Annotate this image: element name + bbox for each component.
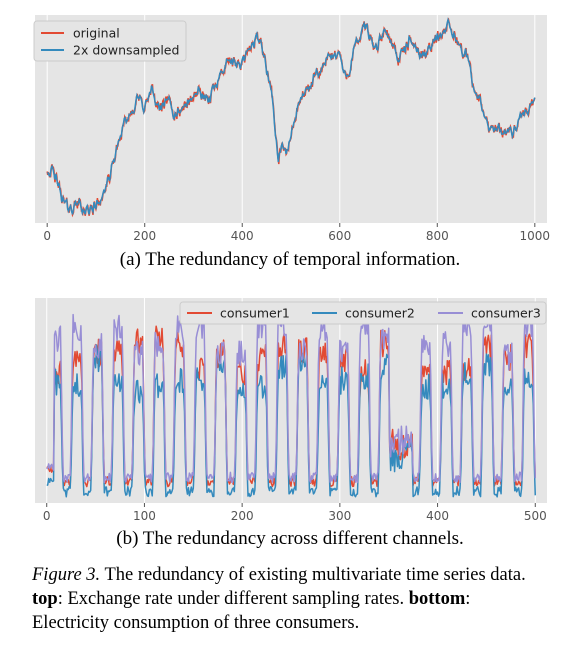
legend-entry-consumer3: consumer3	[471, 306, 541, 321]
bottom-tick-label-100: 100	[133, 509, 156, 523]
caption-text-1: The redundancy of existing multivariate …	[100, 565, 526, 585]
chart-bottom-legend: consumer1 consumer2 consumer3	[180, 302, 546, 324]
top-tick-label-800: 800	[426, 229, 449, 243]
legend-entry-consumer2: consumer2	[345, 306, 415, 321]
top-tick-label-200: 200	[133, 229, 156, 243]
subcaption-a: (a) The redundancy of temporal informati…	[0, 249, 580, 271]
bottom-tick-label-500: 500	[524, 509, 547, 523]
legend-entry-downsampled: 2x downsampled	[73, 43, 179, 58]
chart-top: 0 200 400 600 800 1000 original 2x downsample…	[0, 0, 580, 250]
bottom-tick-label-400: 400	[426, 509, 449, 523]
top-tick-label-600: 600	[328, 229, 351, 243]
caption-top-bold: top	[32, 589, 58, 609]
bottom-tick-label-300: 300	[328, 509, 351, 523]
caption-text-2: : Exchange rate under different sampling…	[58, 589, 409, 609]
bottom-tick-label-200: 200	[231, 509, 254, 523]
top-tick-label-1000: 1000	[520, 229, 551, 243]
top-tick-label-400: 400	[231, 229, 254, 243]
caption-label: Figure 3.	[32, 565, 100, 585]
figure-caption: Figure 3. The redundancy of existing mul…	[32, 563, 552, 635]
top-tick-label-0: 0	[43, 229, 51, 243]
chart-bottom: 0 100 200 300 400 500 consumer1 consumer2 con…	[0, 280, 580, 530]
caption-bottom-bold: bottom	[409, 589, 466, 609]
bottom-tick-label-0: 0	[43, 509, 51, 523]
subcaption-b: (b) The redundancy across different chan…	[0, 528, 580, 550]
legend-entry-consumer1: consumer1	[220, 306, 290, 321]
chart-top-legend: original 2x downsampled	[34, 21, 186, 61]
legend-entry-original: original	[73, 26, 120, 41]
